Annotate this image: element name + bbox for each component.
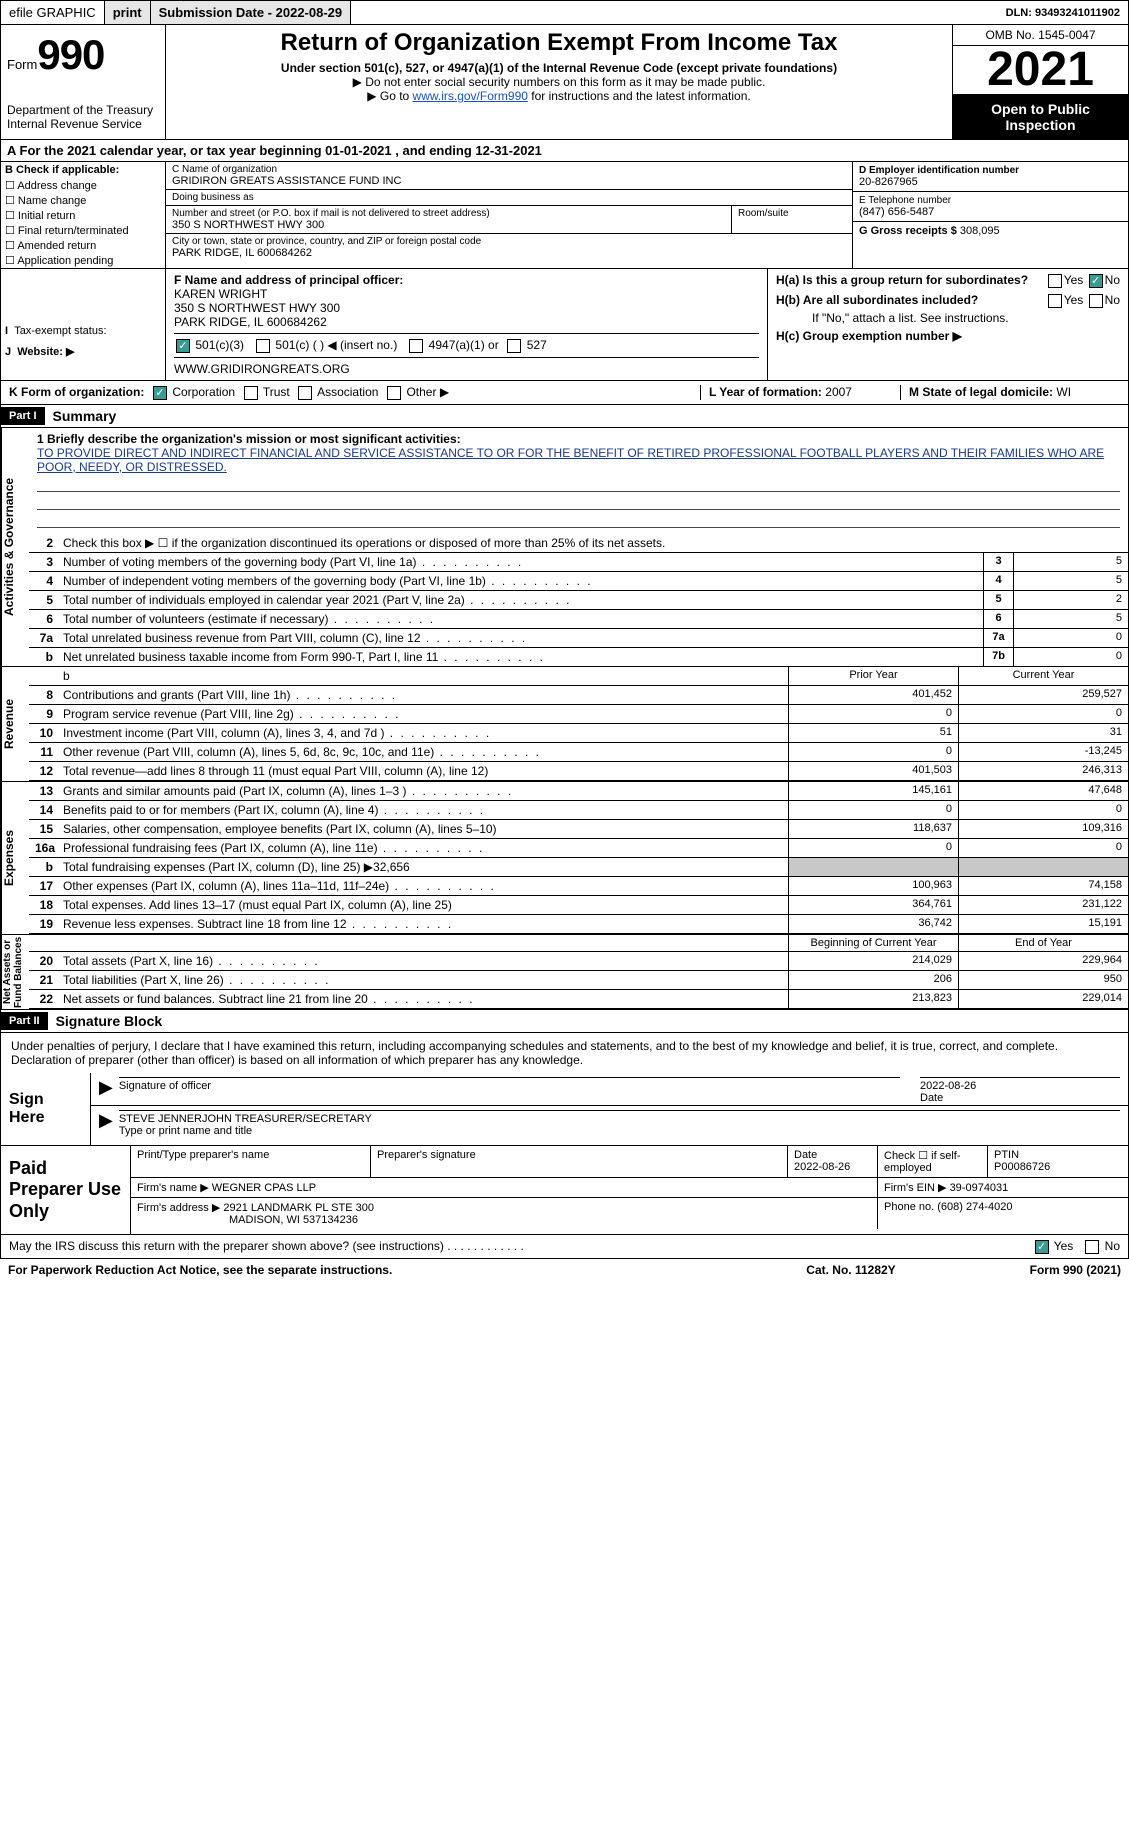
mission-text: TO PROVIDE DIRECT AND INDIRECT FINANCIAL… xyxy=(37,446,1120,474)
chk-amended[interactable]: Amended return xyxy=(1,238,165,253)
form-title: Return of Organization Exempt From Incom… xyxy=(174,29,944,57)
officer-signer: STEVE JENNERJOHN TREASURER/SECRETARY xyxy=(119,1113,372,1125)
sign-here-label: Sign Here xyxy=(1,1073,91,1145)
year-formation: 2007 xyxy=(825,385,852,399)
org-name: GRIDIRON GREATS ASSISTANCE FUND INC xyxy=(172,175,846,187)
firm-phone: (608) 274-4020 xyxy=(937,1201,1012,1213)
section-i-label: I Tax-exempt status: J Website: ▶ xyxy=(1,269,166,380)
k-trust[interactable] xyxy=(244,386,258,400)
hb-no[interactable] xyxy=(1089,294,1103,308)
chk-501c[interactable] xyxy=(256,339,270,353)
k-other[interactable] xyxy=(387,386,401,400)
tax-year-line: A For the 2021 calendar year, or tax yea… xyxy=(0,140,1129,162)
dln: DLN: 93493241011902 xyxy=(998,3,1128,23)
pra-notice: For Paperwork Reduction Act Notice, see … xyxy=(8,1263,761,1277)
line3-val: 5 xyxy=(1013,553,1128,571)
instructions-link: ▶ Go to www.irs.gov/Form990 for instruct… xyxy=(174,89,944,103)
ha-no[interactable]: ✓ xyxy=(1089,274,1103,288)
chk-name[interactable]: Name change xyxy=(1,193,165,208)
part1-title: Summary xyxy=(45,405,125,427)
firm-ein: 39-0974031 xyxy=(950,1182,1009,1194)
sig-date: 2022-08-26 xyxy=(920,1080,976,1092)
k-assoc[interactable] xyxy=(298,386,312,400)
form-number: 990 xyxy=(37,31,104,78)
form-subtitle: Under section 501(c), 527, or 4947(a)(1)… xyxy=(174,61,944,75)
form-footer: Form 990 (2021) xyxy=(941,1263,1121,1277)
ein: 20-8267965 xyxy=(859,176,1122,188)
officer-name: KAREN WRIGHT xyxy=(174,287,759,301)
street: 350 S NORTHWEST HWY 300 xyxy=(172,219,725,231)
chk-527[interactable] xyxy=(507,339,521,353)
k-corp[interactable]: ✓ xyxy=(153,386,167,400)
hb-yes[interactable] xyxy=(1048,294,1062,308)
ha-yes[interactable] xyxy=(1048,274,1062,288)
ptin: P00086726 xyxy=(994,1161,1050,1173)
city-state-zip: PARK RIDGE, IL 600684262 xyxy=(172,247,846,259)
chk-pending[interactable]: Application pending xyxy=(1,253,165,268)
tab-activities: Activities & Governance xyxy=(1,428,29,666)
tab-netassets: Net Assets orFund Balances xyxy=(1,935,29,1009)
open-public: Open to Public Inspection xyxy=(953,95,1128,139)
efile-label: efile GRAPHIC xyxy=(1,1,105,24)
chk-final[interactable]: Final return/terminated xyxy=(1,223,165,238)
paid-prep-label: Paid Preparer Use Only xyxy=(1,1146,131,1235)
sig-declaration: Under penalties of perjury, I declare th… xyxy=(0,1033,1129,1073)
part2-title: Signature Block xyxy=(48,1010,171,1032)
submission-date: Submission Date - 2022-08-29 xyxy=(151,1,352,24)
tab-revenue: Revenue xyxy=(1,667,29,781)
dept-treasury: Department of the Treasury Internal Reve… xyxy=(7,103,159,131)
print-button[interactable]: print xyxy=(105,1,151,24)
chk-501c3[interactable]: ✓ xyxy=(176,339,190,353)
officer-addr2: PARK RIDGE, IL 600684262 xyxy=(174,315,759,329)
cat-no: Cat. No. 11282Y xyxy=(761,1263,941,1277)
irs-no[interactable] xyxy=(1085,1240,1099,1254)
irs-yes[interactable]: ✓ xyxy=(1035,1240,1049,1254)
chk-4947[interactable] xyxy=(409,339,423,353)
ssn-note: ▶ Do not enter social security numbers o… xyxy=(174,75,944,89)
chk-address[interactable]: Address change xyxy=(1,178,165,193)
section-deg: D Employer identification number 20-8267… xyxy=(853,162,1128,268)
part2-bar: Part II xyxy=(1,1012,48,1030)
phone: (847) 656-5487 xyxy=(859,206,1122,218)
part1-bar: Part I xyxy=(1,407,45,425)
officer-addr1: 350 S NORTHWEST HWY 300 xyxy=(174,301,759,315)
form-header: Form990 Department of the Treasury Inter… xyxy=(0,25,1129,140)
chk-initial[interactable]: Initial return xyxy=(1,208,165,223)
irs-link[interactable]: www.irs.gov/Form990 xyxy=(413,89,528,103)
firm-name: WEGNER CPAS LLP xyxy=(212,1182,316,1194)
tax-year: 2021 xyxy=(953,46,1128,95)
section-b: B Check if applicable: Address change Na… xyxy=(1,162,166,268)
tab-expenses: Expenses xyxy=(1,782,29,934)
gross-receipts: 308,095 xyxy=(960,225,1000,237)
website: WWW.GRIDIRONGREATS.ORG xyxy=(174,362,350,376)
state-domicile: WI xyxy=(1056,385,1071,399)
topbar: efile GRAPHIC print Submission Date - 20… xyxy=(0,0,1129,25)
section-c: C Name of organization GRIDIRON GREATS A… xyxy=(166,162,853,268)
